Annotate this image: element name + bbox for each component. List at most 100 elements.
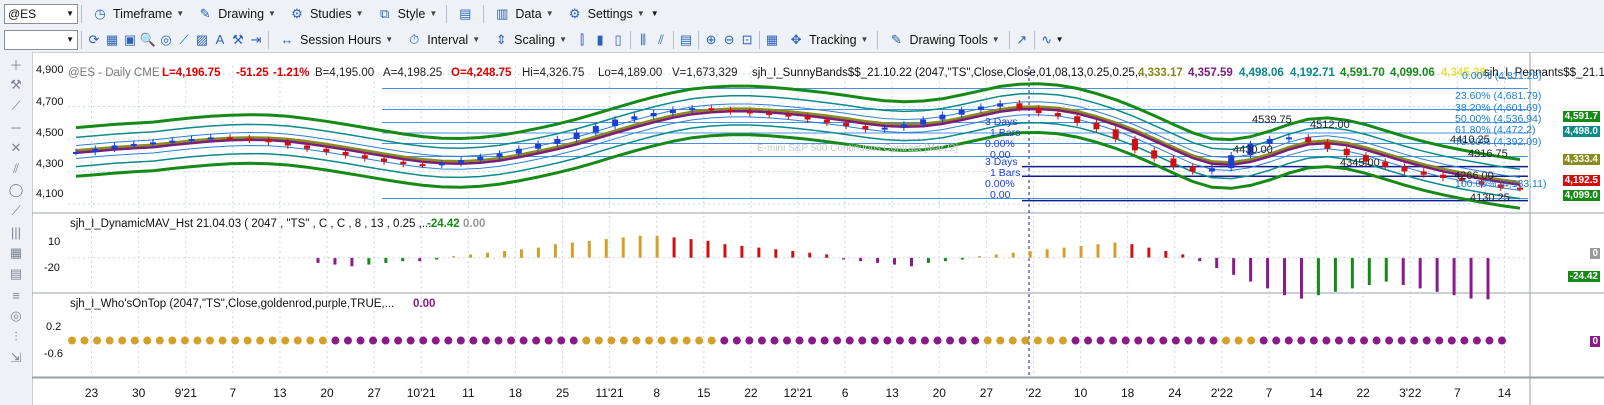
candle-body	[73, 151, 79, 154]
candle-body	[977, 106, 984, 110]
whosontop-dot	[80, 336, 89, 345]
wrench-icon[interactable]: ⚒	[10, 77, 22, 92]
band-line	[75, 82, 1521, 161]
indicator-icon[interactable]: ∿	[1041, 31, 1053, 47]
x-tick-label: 30	[132, 386, 146, 400]
whosontop-dot	[406, 336, 415, 345]
cross-icon[interactable]: ✕	[10, 140, 22, 155]
style-button[interactable]: ⧉ Style ▼	[370, 3, 444, 25]
layout-button[interactable]: ▤	[450, 3, 480, 25]
measure-icon[interactable]: ⇲	[10, 350, 22, 365]
zoom-in-icon[interactable]: ⊕	[705, 31, 717, 47]
plus-icon[interactable]: ＋	[9, 57, 23, 73]
divider	[630, 30, 632, 49]
whosontop-dot	[1247, 336, 1256, 345]
candle-hollow-icon[interactable]: ▯	[614, 31, 622, 47]
level-label: 4430.00	[1233, 144, 1273, 156]
study-value: 4,333.17	[1138, 67, 1183, 79]
scaling-button[interactable]: ⇕ Scaling ▼	[486, 29, 573, 51]
session-hours-button[interactable]: ↔ Session Hours ▼	[272, 29, 399, 51]
trend-add-icon[interactable]: ↗	[1016, 31, 1028, 47]
channel-icon[interactable]: ⫽	[13, 161, 19, 176]
candle-icon[interactable]: ▮	[596, 31, 604, 47]
x-tick-label: 27	[980, 386, 994, 400]
fit-icon[interactable]: ⊡	[741, 31, 753, 47]
target-icon[interactable]: ◎	[10, 308, 22, 323]
bars-icon[interactable]: ⫽	[658, 31, 664, 47]
session-hours-label: Session Hours	[300, 32, 382, 47]
whosontop-dot	[1309, 336, 1318, 345]
chevron-down-icon: ▼	[860, 35, 869, 44]
candle-body	[1285, 137, 1292, 140]
whosontop-dot	[1435, 336, 1444, 345]
whosontop-dot	[68, 336, 76, 345]
refresh-icon[interactable]: ⟳	[88, 31, 100, 47]
days-label: 0.00%	[985, 138, 1015, 150]
candle-body	[458, 160, 465, 164]
volume-icon[interactable]: ⫼	[640, 31, 647, 47]
settings-button[interactable]: ⚙ Settings ▼	[560, 3, 651, 25]
band-line	[75, 114, 1521, 191]
candle-body	[650, 113, 657, 117]
grid-icon[interactable]: ▦	[9, 245, 23, 260]
drawing-button[interactable]: ✎ Drawing ▼	[190, 3, 282, 25]
candle-body	[477, 156, 484, 161]
fib-icon[interactable]: ⫶	[14, 329, 18, 344]
whosontop-dot	[1184, 336, 1193, 345]
candle-body	[1093, 122, 1100, 130]
interval-button[interactable]: ⏱ Interval ▼	[399, 29, 486, 51]
chart-type-icon[interactable]: ⟋	[179, 31, 189, 47]
whosontop-dot	[356, 336, 365, 345]
format-icon[interactable]: ⚒	[232, 31, 244, 47]
whosontop-dot	[1033, 336, 1042, 345]
whosontop-dot	[1084, 336, 1093, 345]
studies-button[interactable]: ⚙ Studies ▼	[282, 3, 370, 25]
candle-body	[342, 151, 349, 156]
whosontop-dot	[93, 336, 102, 345]
whosontop-dot	[783, 336, 791, 345]
ellipse-icon[interactable]: ◯	[8, 182, 24, 197]
days-label: 1 Bars	[990, 167, 1021, 179]
whosontop-dot	[645, 336, 654, 345]
zoom-icon[interactable]: 🔍	[139, 31, 157, 47]
candle-body	[381, 158, 388, 162]
compass-icon[interactable]: ◎	[160, 31, 172, 47]
trendline-icon[interactable]: ⟋	[11, 98, 21, 113]
symbol-input[interactable]: @ES ▼	[4, 3, 78, 24]
data-button[interactable]: ▥ Data ▼	[487, 3, 559, 25]
crosshair-grid-icon[interactable]: ▦	[765, 31, 779, 47]
layout-icon[interactable]: ▤	[679, 31, 693, 47]
drawing-tools-button[interactable]: ✎ Drawing Tools ▼	[881, 29, 1005, 51]
image-icon[interactable]: ▨	[195, 31, 209, 47]
x-tick-label: 10'21	[407, 386, 436, 400]
lines-icon[interactable]: ≡	[12, 287, 20, 303]
divider	[81, 30, 82, 49]
bar-chart-icon[interactable]: ⫿	[579, 31, 585, 47]
candle-body	[130, 143, 137, 146]
x-tick-label: 14	[1498, 386, 1512, 400]
window-icon[interactable]: ▣	[123, 31, 137, 47]
whosontop-dot	[858, 336, 867, 345]
tracking-button[interactable]: ✥ Tracking ▼	[781, 29, 874, 51]
timeframe-button[interactable]: ◷ Timeframe ▼	[85, 3, 190, 25]
table-icon[interactable]: ▤	[9, 266, 23, 281]
zoom-out-icon[interactable]: ⊖	[723, 31, 735, 47]
candle-body	[1420, 171, 1427, 175]
text-icon[interactable]: A	[215, 32, 225, 47]
chevron-down-icon[interactable]: ▼	[1055, 35, 1064, 44]
watermark: E-mini S&P 500 Continuous Contract [Mar2…	[757, 143, 959, 154]
secondary-symbol-input[interactable]: ▼	[4, 29, 78, 50]
grid-icon[interactable]: ▦	[105, 31, 119, 47]
hline-icon[interactable]: ─	[11, 119, 21, 135]
whosontop-dot	[256, 336, 265, 345]
ruler-icon[interactable]: ⟋	[11, 203, 21, 218]
chart-area[interactable]: 23 30 9'21 7 13 20 27 10'21 11 18 25 11'21 8 15 22 12'2…	[32, 52, 1604, 405]
whosontop-dot	[205, 336, 214, 345]
whosontop-dot	[1121, 336, 1130, 345]
whosontop-dot	[720, 336, 729, 345]
overflow-chevron-icon[interactable]: ▼	[650, 9, 659, 18]
bars-icon[interactable]: |||	[10, 224, 22, 240]
whosontop-dot	[1209, 336, 1218, 345]
insert-icon[interactable]: ⇥	[250, 31, 262, 47]
whosontop-dot	[1146, 336, 1155, 345]
